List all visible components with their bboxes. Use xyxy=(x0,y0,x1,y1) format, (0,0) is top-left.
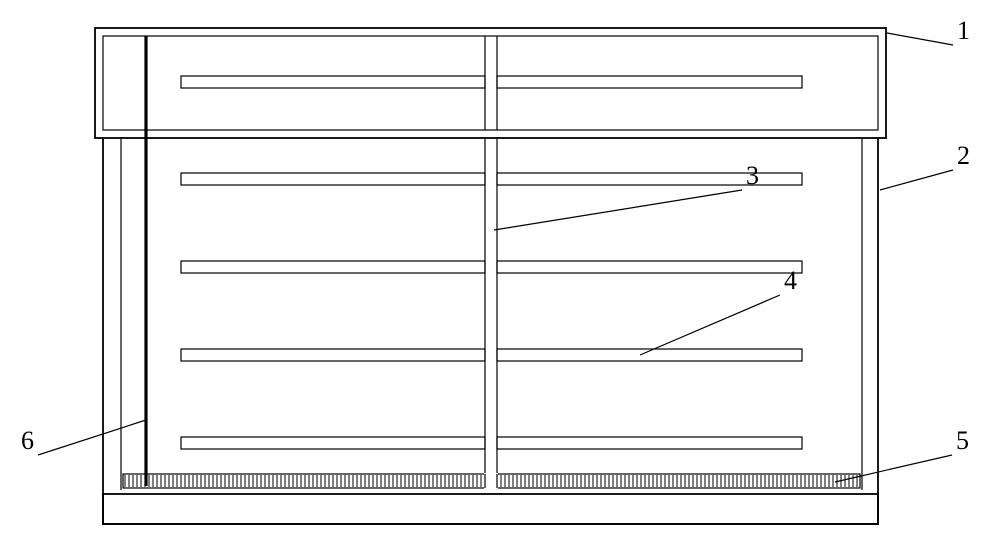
base-plinth xyxy=(103,494,878,524)
shelf-left xyxy=(181,349,485,361)
cap xyxy=(95,28,886,138)
label-2: 2 xyxy=(957,141,970,170)
label-3: 3 xyxy=(746,161,759,190)
shelf-left xyxy=(181,437,485,449)
shelf-right xyxy=(497,437,802,449)
leader-4: 4 xyxy=(640,266,797,355)
shelf-left xyxy=(181,173,485,185)
label-5: 5 xyxy=(956,426,969,455)
shelf-right xyxy=(497,261,802,273)
leader-6: 6 xyxy=(21,420,146,455)
label-1: 1 xyxy=(957,16,970,45)
leader-3: 3 xyxy=(494,161,759,230)
mesh-strip xyxy=(123,473,860,489)
label-4: 4 xyxy=(784,266,797,295)
label-6: 6 xyxy=(21,426,34,455)
figure-root xyxy=(95,28,886,524)
shelf-left xyxy=(181,261,485,273)
leader-1: 1 xyxy=(887,16,970,45)
leader-2: 2 xyxy=(880,141,970,190)
